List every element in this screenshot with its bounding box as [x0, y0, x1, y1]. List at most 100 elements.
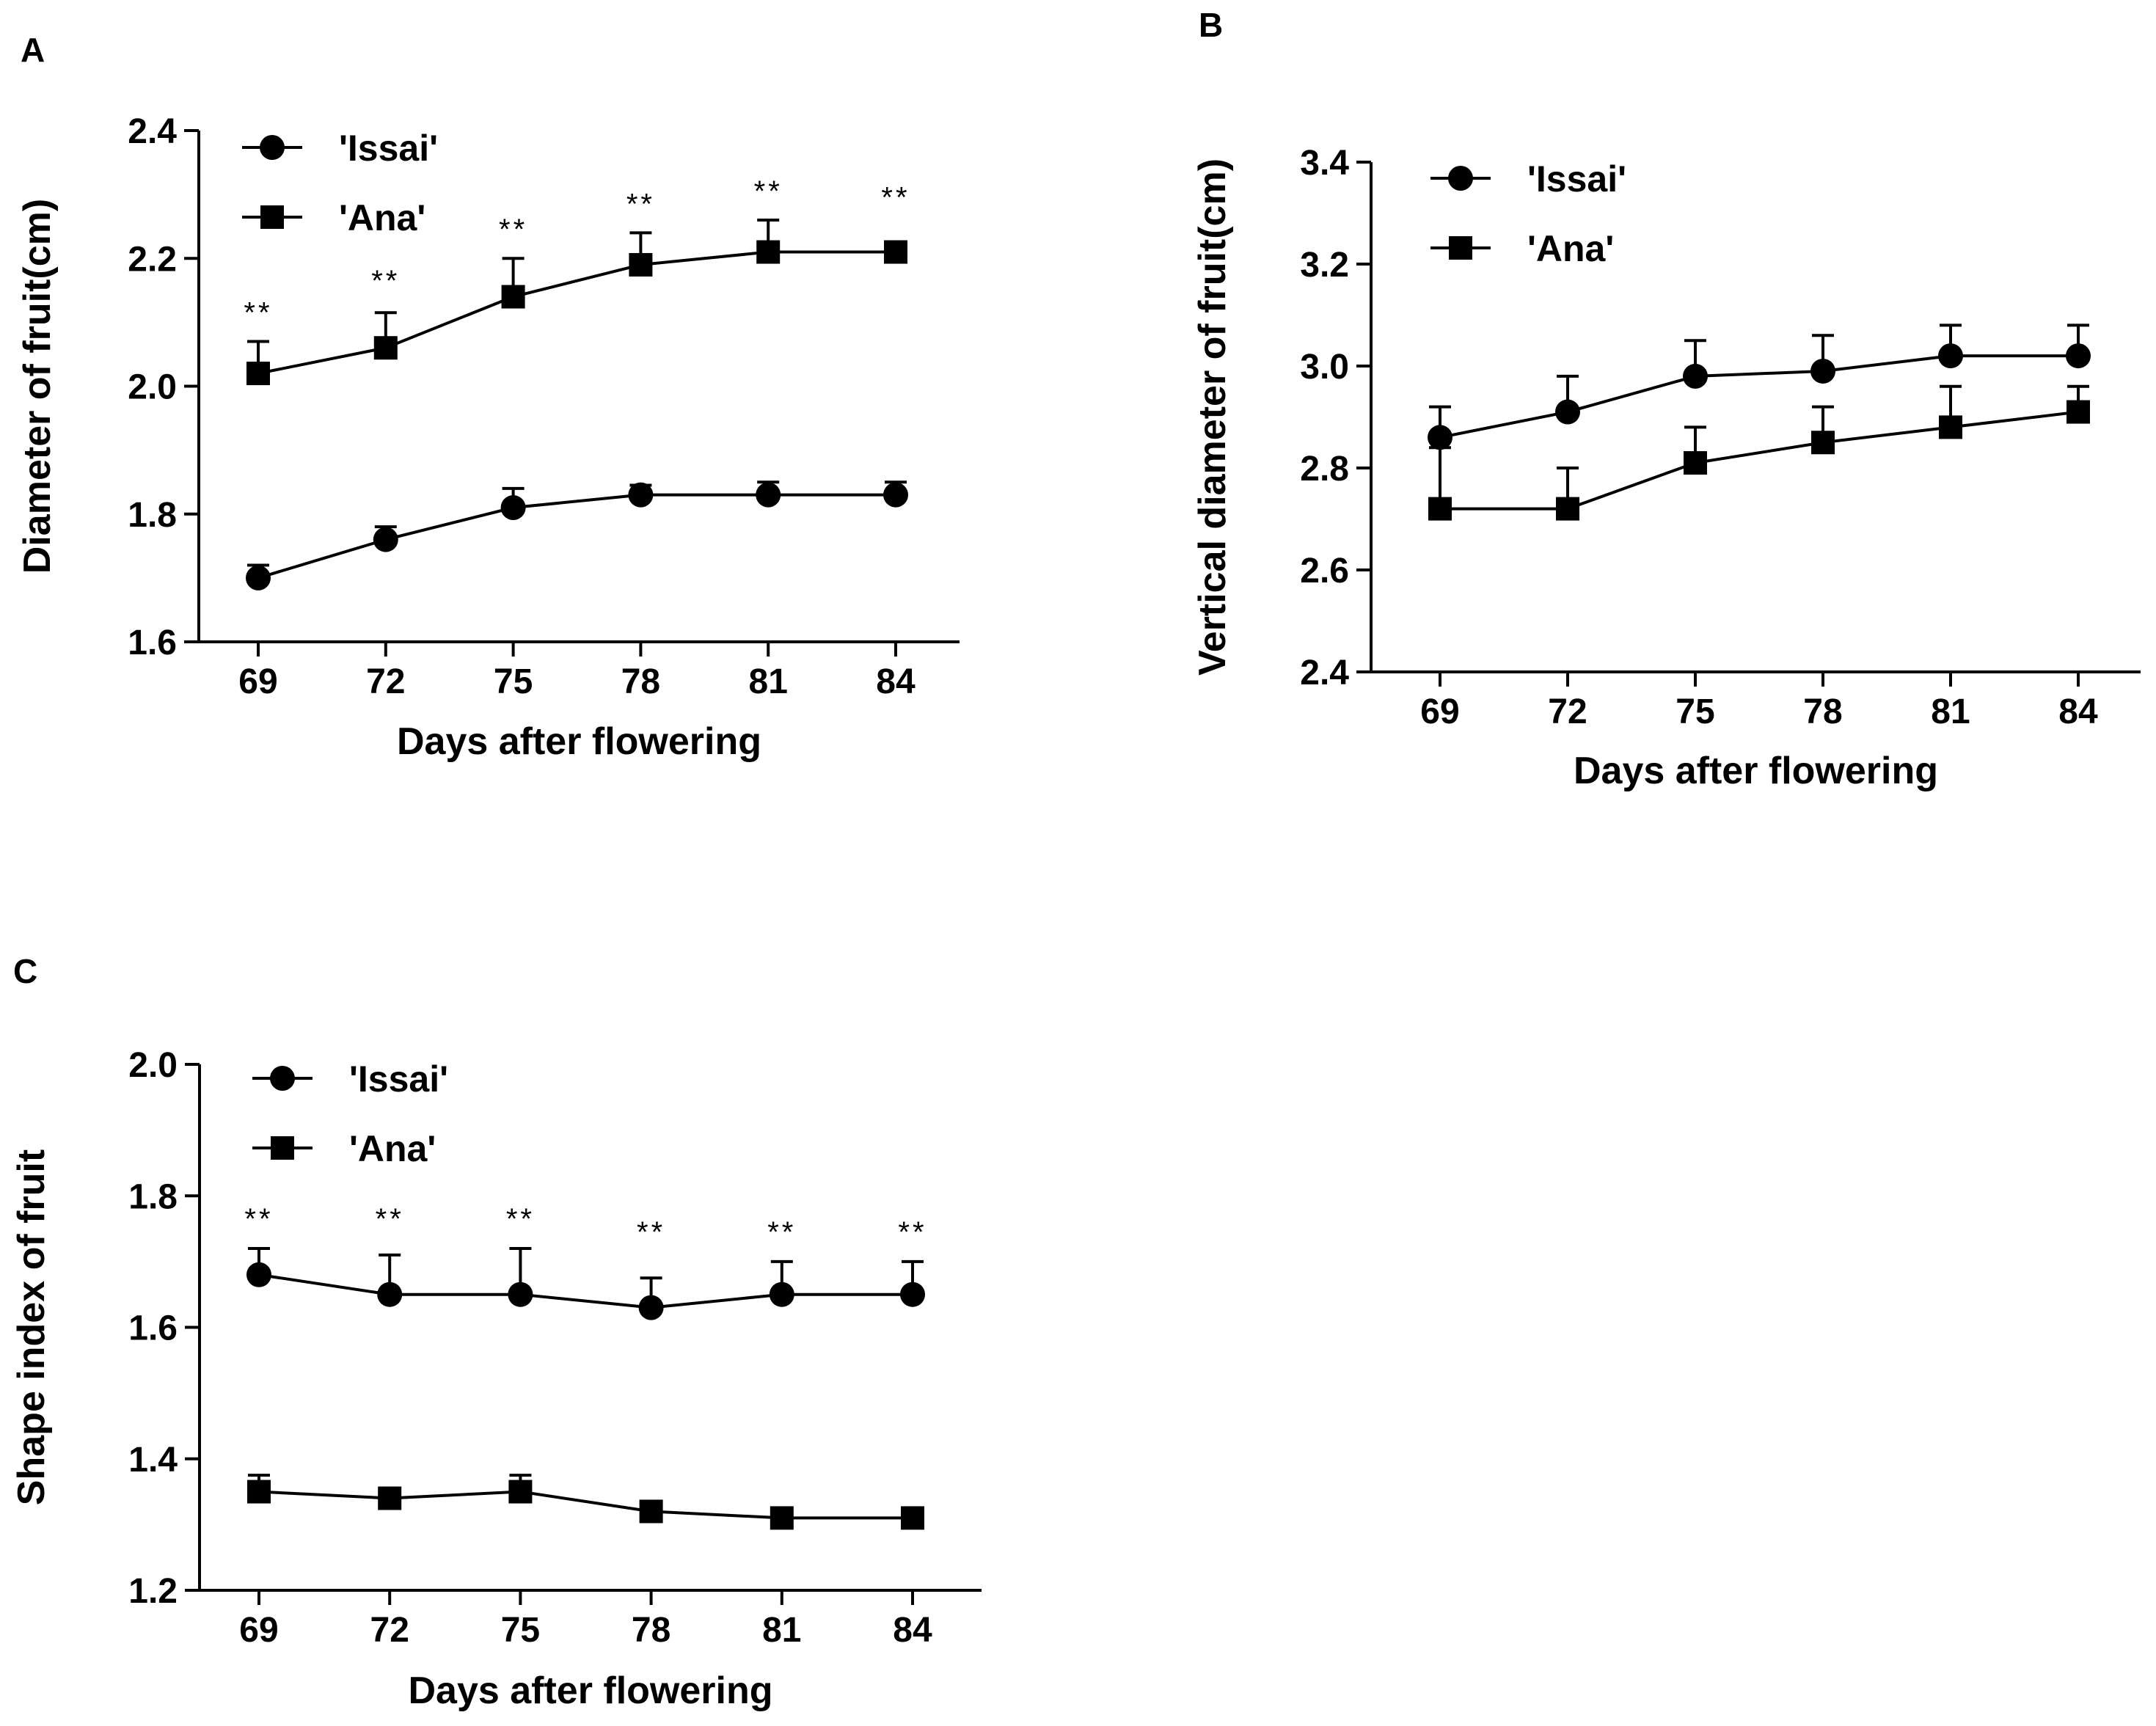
- panel-c-plot: 1.2 1.4 1.6 1.8 2.0 69 72 75 78 81 84 Days after fl…: [10, 1046, 982, 1712]
- data-point: [901, 1506, 924, 1530]
- x-tick-label: 69: [239, 1611, 278, 1650]
- y-tick-label: 2.0: [128, 1046, 178, 1085]
- legend-item: 'Issai': [1430, 158, 1626, 200]
- data-point: [373, 527, 398, 552]
- panel-a-label: A: [21, 31, 45, 69]
- y-tick-label: 3.0: [1300, 348, 1349, 387]
- data-point: [770, 1506, 794, 1530]
- significance-label: **: [371, 265, 400, 297]
- y-tick-label: 1.6: [128, 624, 177, 662]
- significance-label: **: [767, 1216, 796, 1248]
- legend-marker: [271, 1136, 294, 1160]
- x-axis-title: Days after flowering: [408, 1670, 772, 1712]
- significance-label: **: [754, 175, 783, 208]
- x-tick-label: 84: [876, 662, 916, 701]
- data-point: [900, 1281, 925, 1307]
- legend-item: 'Ana': [252, 1128, 436, 1169]
- x-axis-title: Days after flowering: [397, 720, 761, 763]
- panel-c-label: C: [13, 952, 37, 990]
- panel-a: A 1.6 1.8 2.0 2.2 2.4 69 72 75 78 81 84 Days after …: [16, 31, 960, 763]
- series-line: [1439, 354, 2078, 439]
- legend-label: 'Ana': [1527, 228, 1614, 269]
- data-point: [247, 1480, 271, 1504]
- legend-marker: [1448, 166, 1473, 191]
- data-point: [246, 565, 271, 590]
- legend-marker: [260, 205, 284, 229]
- data-point: [638, 1295, 664, 1320]
- y-tick-label: 2.4: [128, 112, 177, 151]
- x-tick-label: 75: [501, 1611, 540, 1650]
- series-line: [257, 493, 896, 579]
- legend-item: 'Issai': [252, 1058, 448, 1100]
- x-tick-label: 81: [762, 1611, 801, 1650]
- legend-item: 'Ana': [1430, 228, 1614, 269]
- legend: 'Issai' 'Ana': [252, 1058, 448, 1169]
- data-point: [1810, 358, 1835, 384]
- legend: 'Issai' 'Ana': [1430, 158, 1626, 269]
- legend-marker: [260, 135, 285, 160]
- data-point: [1556, 497, 1579, 521]
- legend-label: 'Issai': [339, 128, 438, 169]
- x-tick-label: 69: [238, 662, 277, 701]
- data-point: [628, 482, 654, 508]
- data-point: [246, 362, 270, 386]
- legend-item: 'Issai': [242, 128, 438, 169]
- panel-b-label: B: [1199, 6, 1223, 44]
- series-issai: [246, 480, 908, 590]
- data-point: [1555, 399, 1580, 425]
- x-tick-label: 75: [494, 662, 533, 701]
- x-tick-label: 72: [1548, 692, 1587, 731]
- y-tick-label: 1.8: [128, 496, 177, 535]
- y-tick-label: 2.0: [128, 368, 177, 407]
- series-ana: [1428, 384, 2090, 521]
- series-ana: [247, 1474, 924, 1530]
- significance-label: **: [244, 296, 272, 329]
- y-axis-title: Shape index of fruit: [10, 1149, 53, 1505]
- significance-label: **: [637, 1216, 665, 1248]
- data-point: [629, 252, 653, 277]
- series-line: [258, 1273, 913, 1309]
- y-tick-label: 1.8: [128, 1177, 178, 1216]
- legend-label: 'Issai': [349, 1058, 448, 1100]
- data-point: [1428, 497, 1452, 521]
- series-line: [258, 1490, 913, 1520]
- data-point: [500, 495, 526, 521]
- legend: 'Issai' 'Ana': [242, 128, 438, 238]
- y-tick-label: 1.4: [128, 1441, 178, 1480]
- legend-label: 'Ana': [339, 197, 425, 238]
- x-tick-label: 69: [1420, 692, 1459, 731]
- x-tick-label: 84: [893, 1611, 932, 1650]
- significance-label: **: [506, 1203, 535, 1235]
- data-point: [2066, 343, 2091, 369]
- x-tick-label: 72: [370, 1611, 409, 1650]
- x-tick-label: 84: [2058, 692, 2098, 731]
- legend-label: 'Ana': [349, 1128, 436, 1169]
- data-point: [378, 1486, 402, 1510]
- x-tick-label: 78: [621, 662, 660, 701]
- y-tick-label: 1.2: [128, 1572, 178, 1611]
- x-tick-label: 72: [366, 662, 405, 701]
- series-ana: [246, 218, 907, 386]
- y-tick-label: 2.6: [1300, 552, 1349, 590]
- data-point: [884, 240, 907, 264]
- significance-label: **: [376, 1203, 404, 1235]
- data-point: [1684, 451, 1707, 475]
- x-tick-label: 81: [1931, 692, 1970, 731]
- x-axis-title: Days after flowering: [1574, 750, 1938, 792]
- data-point: [1428, 425, 1452, 450]
- series-issai: [1428, 323, 2091, 450]
- panel-b: B 2.4 2.6 2.8 3.0 3.2 3.4 69 72 75 78 81 84 Days aft…: [1191, 6, 2141, 792]
- data-point: [501, 285, 525, 309]
- data-point: [883, 482, 908, 508]
- data-point: [246, 1262, 271, 1287]
- panel-b-plot: 2.4 2.6 2.8 3.0 3.2 3.4 69 72 75 78 81 84 Days after…: [1191, 144, 2141, 792]
- data-point: [1939, 415, 1962, 439]
- series-line: [1440, 410, 2079, 511]
- data-point: [639, 1499, 663, 1524]
- legend-item: 'Ana': [242, 197, 425, 238]
- data-point: [769, 1281, 794, 1307]
- y-tick-label: 2.2: [128, 240, 177, 279]
- y-tick-label: 2.4: [1300, 654, 1349, 692]
- significance-label: **: [881, 182, 910, 214]
- significance-label: **: [244, 1203, 273, 1235]
